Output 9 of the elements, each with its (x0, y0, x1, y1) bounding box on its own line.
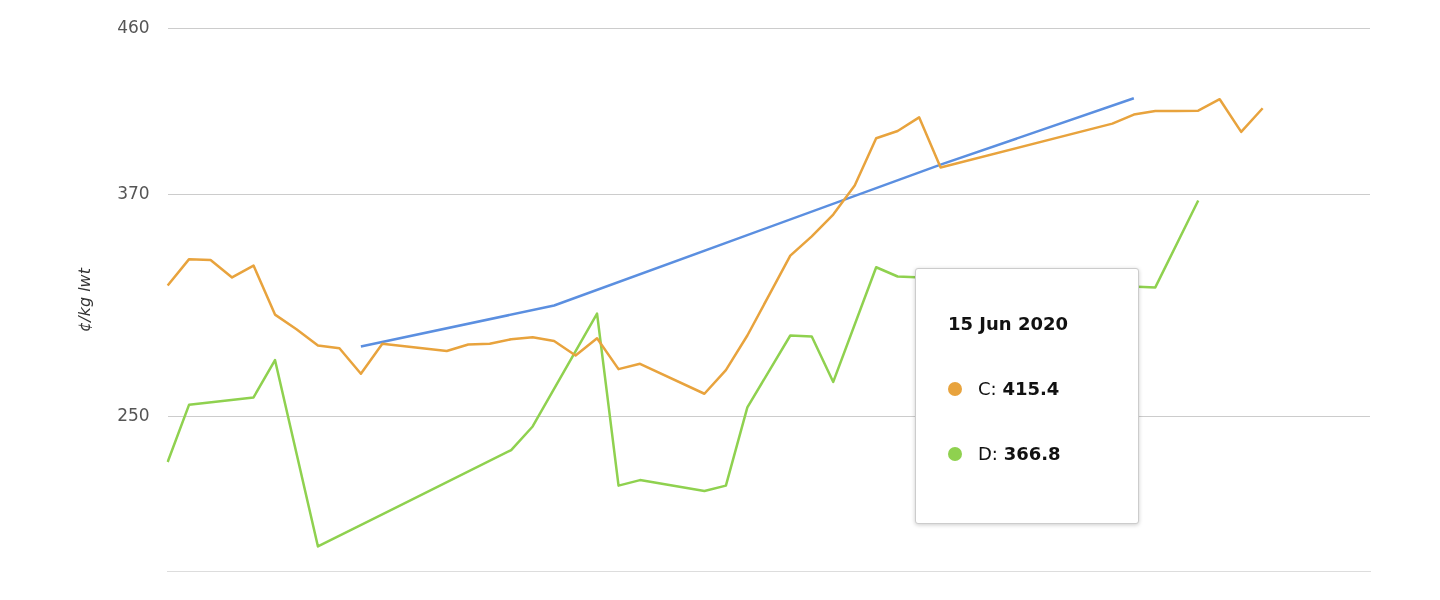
annotation: 366.8 (1003, 443, 1061, 464)
legend-label: D: (978, 443, 998, 464)
y-axis-title: ¢/kg lwt (74, 267, 94, 332)
annotation: 415.4 (1002, 378, 1060, 399)
legend-label: C: (978, 378, 997, 399)
annotation: 15 Jun 2020 (948, 313, 1069, 334)
y-tick-label: 250 (117, 404, 150, 425)
y-tick-label: 370 (117, 183, 150, 204)
y-tick-label: 460 (117, 16, 150, 37)
